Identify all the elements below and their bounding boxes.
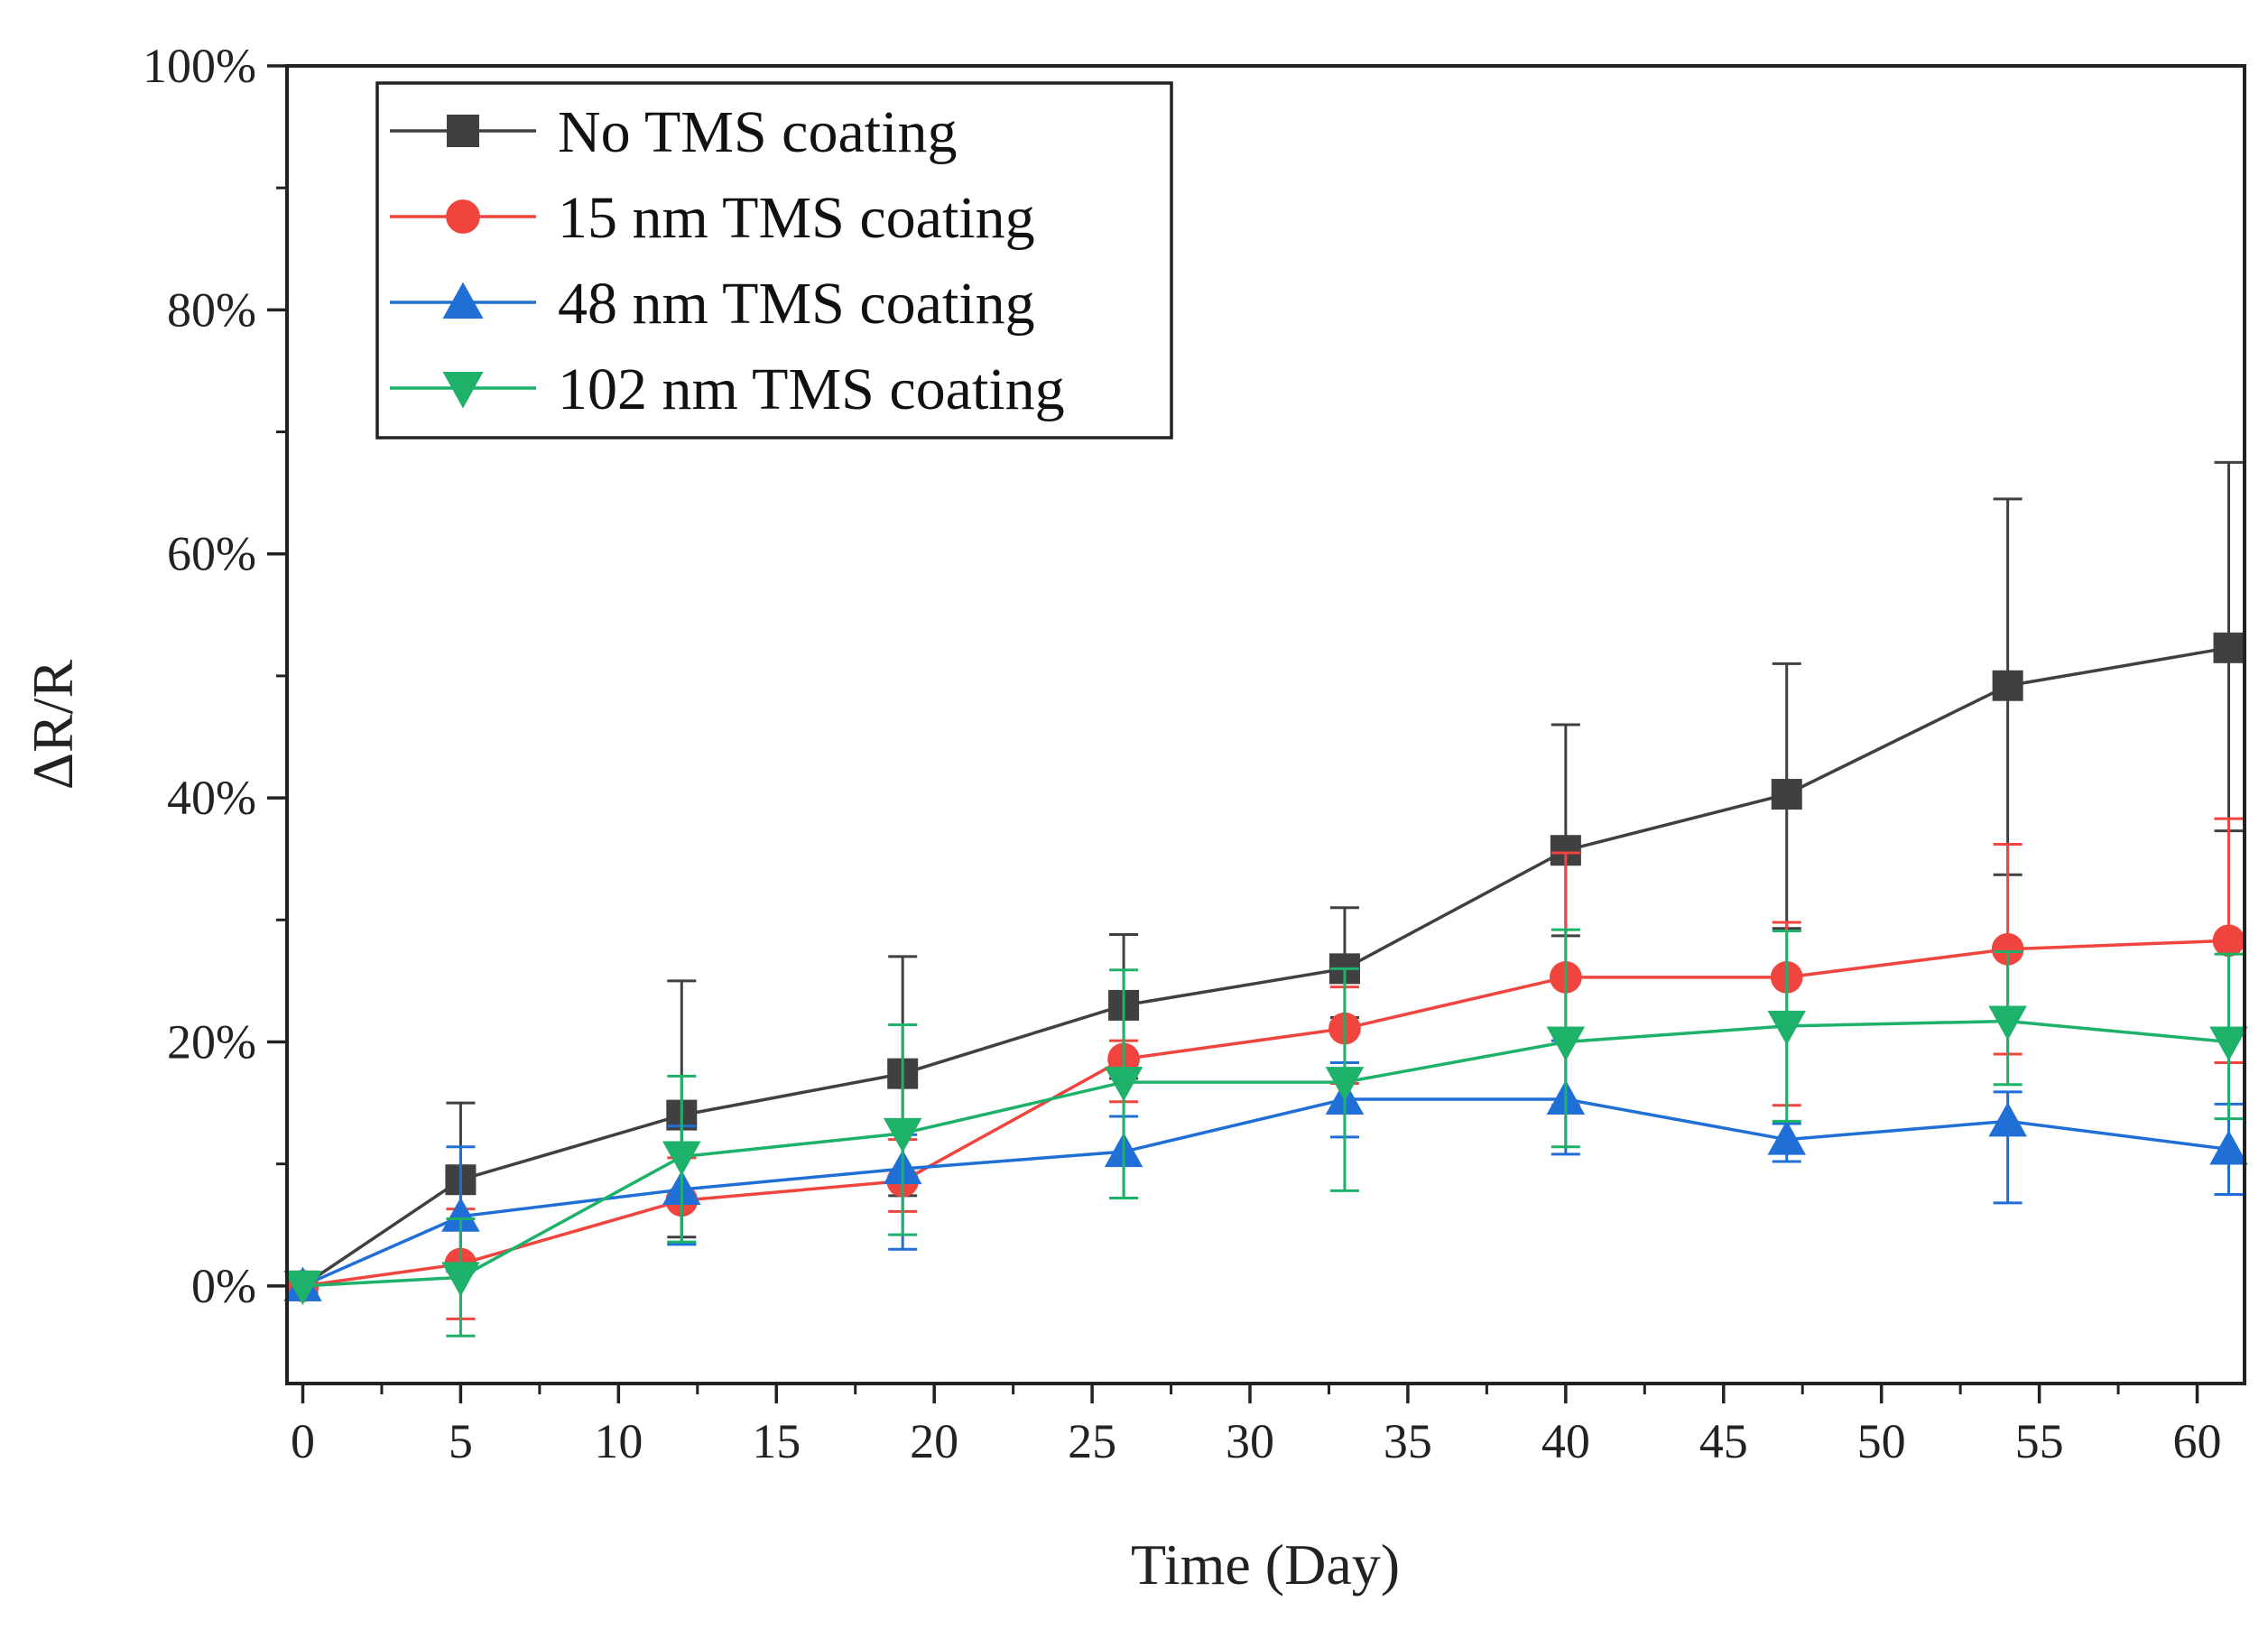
data-point (1104, 1067, 1143, 1102)
data-point (2209, 1130, 2248, 1165)
legend-marker (447, 115, 479, 147)
legend-label-no-tms: No TMS coating (558, 99, 957, 165)
y-tick-label: 80% (167, 282, 256, 337)
legend-marker (446, 199, 480, 234)
data-point (441, 1197, 480, 1232)
y-axis-title: ΔR/R (21, 660, 85, 791)
x-tick-label: 10 (594, 1414, 643, 1468)
x-tick-label: 45 (1699, 1414, 1748, 1468)
data-point (441, 1262, 480, 1297)
data-point (1546, 1026, 1586, 1061)
data-point (1325, 1067, 1365, 1102)
series-line (302, 939, 2229, 1288)
axes-layer: 0 5 10 15 20 25 30 35 40 45 50 55 60 0% 20% 40% 60% 80% 10… (143, 39, 2222, 1468)
x-tick-label: 40 (1541, 1414, 1590, 1468)
data-point (1991, 932, 2024, 966)
y-tick-label: 40% (167, 771, 256, 825)
y-tick-label: 0% (191, 1259, 256, 1313)
x-tick-label: 0 (291, 1414, 315, 1468)
data-point (2212, 924, 2245, 958)
legend-label-102nm: 102 nm TMS coating (558, 356, 1065, 422)
plot-frame (285, 64, 2246, 1385)
legend-box (375, 81, 1173, 440)
series-3 (283, 928, 2248, 1337)
legend-marker (442, 282, 484, 319)
y-tick-label: 60% (167, 527, 256, 581)
series-line (301, 1097, 2229, 1288)
x-tick-label: 35 (1384, 1414, 1432, 1468)
x-tick-label: 50 (1857, 1414, 1906, 1468)
x-axis-title: Time (Day) (1131, 1532, 1400, 1597)
legend: No TMS coating 15 nm TMS coating 48 nm T… (375, 81, 1173, 440)
data-point (1767, 1120, 1806, 1155)
data-point (1992, 670, 2023, 701)
data-point (283, 1270, 322, 1306)
data-point (1988, 1005, 2027, 1041)
y-tick-label: 20% (167, 1014, 256, 1069)
x-tick-label: 20 (910, 1414, 958, 1468)
x-tick-label: 15 (752, 1414, 801, 1468)
data-point (662, 1141, 701, 1176)
x-tick-label: 55 (2015, 1414, 2064, 1468)
y-tick-label: 100% (143, 39, 256, 93)
series-layer (283, 460, 2248, 1337)
legend-items (390, 115, 536, 409)
data-point (1767, 1010, 1806, 1046)
series-line (301, 646, 2229, 1288)
x-tick-label: 60 (2173, 1414, 2222, 1468)
data-point (1771, 779, 1802, 810)
data-point (2209, 1026, 2248, 1061)
x-tick-label: 30 (1226, 1414, 1274, 1468)
x-tick-label: 5 (449, 1414, 473, 1468)
data-point (883, 1117, 922, 1153)
data-point (1988, 1102, 2027, 1137)
data-point (2213, 632, 2245, 663)
legend-label-15nm: 15 nm TMS coating (558, 185, 1035, 251)
legend-label-48nm: 48 nm TMS coating (558, 271, 1035, 337)
series-line (302, 1019, 2229, 1288)
x-tick-label: 25 (1068, 1414, 1116, 1468)
legend-marker (442, 372, 484, 409)
